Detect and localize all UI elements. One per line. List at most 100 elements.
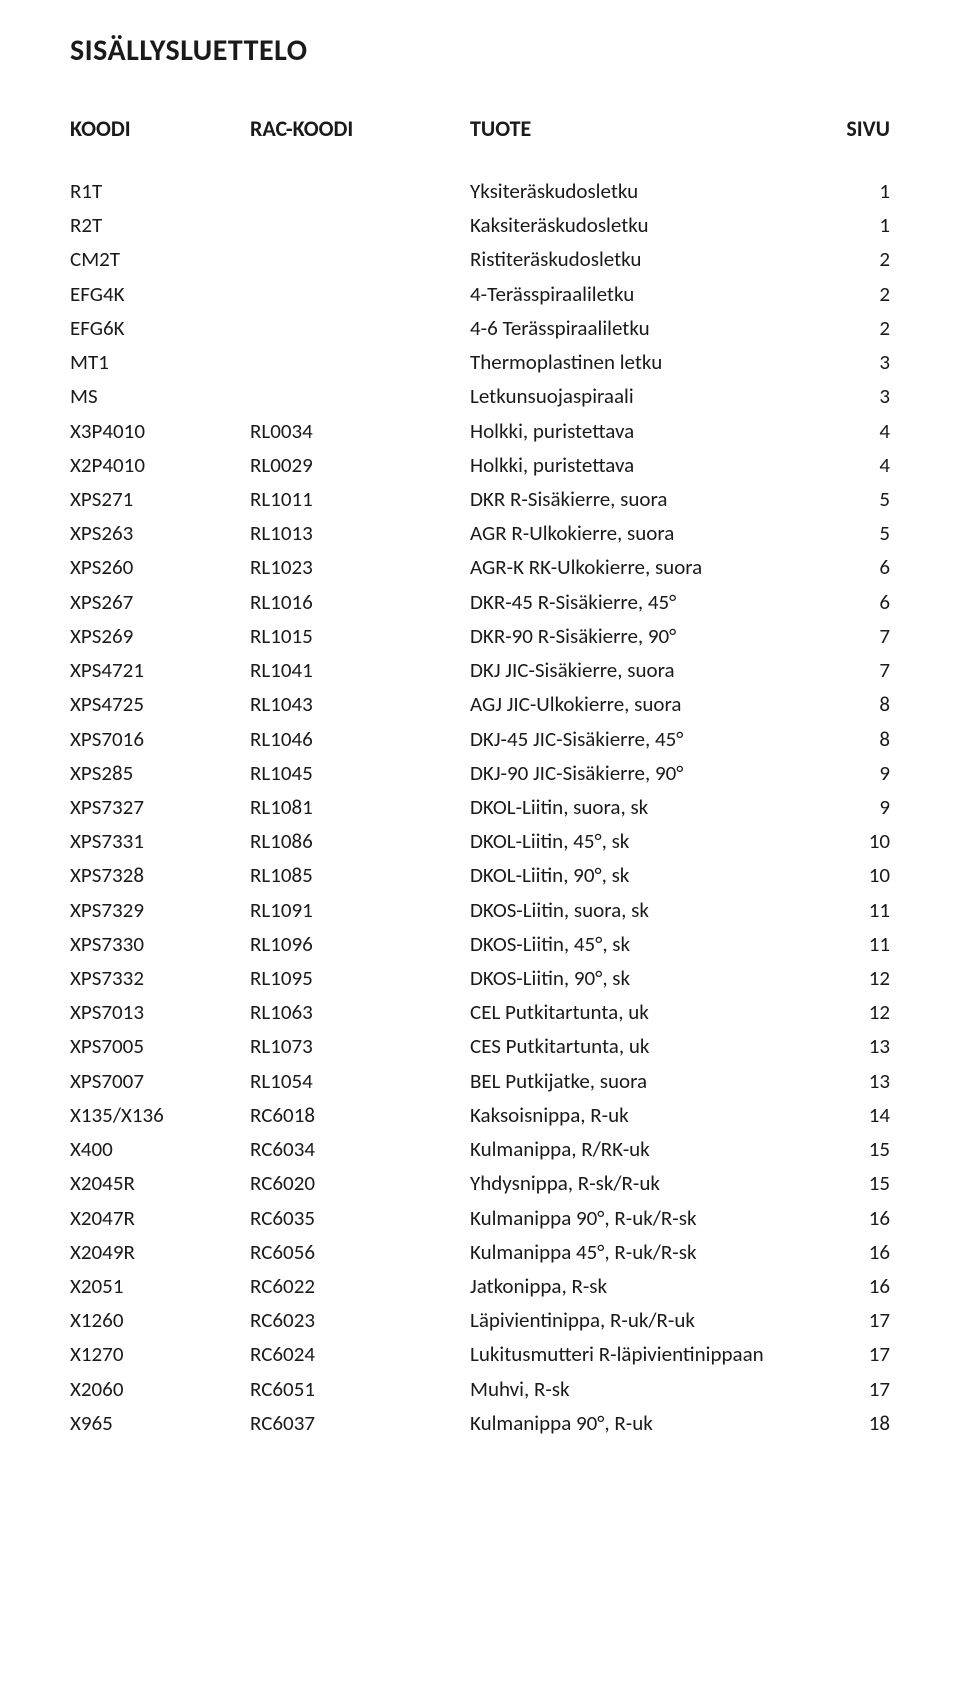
cell-tuote: Kulmanippa 90°, R-uk/R-sk — [470, 1201, 780, 1235]
cell-tuote: DKOS-Liitin, 90°, sk — [470, 961, 780, 995]
table-row: X2P4010RL0029Holkki, puristettava4 — [70, 448, 890, 482]
cell-sivu: 17 — [780, 1372, 890, 1406]
table-header: KOODI RAC-KOODI TUOTE SIVU — [70, 115, 890, 142]
cell-koodi: XPS7013 — [70, 995, 250, 1029]
table-row: R2TKaksiteräskudosletku1 — [70, 208, 890, 242]
cell-sivu: 8 — [780, 687, 890, 721]
cell-sivu: 7 — [780, 619, 890, 653]
cell-rac: RL1023 — [250, 550, 470, 584]
table-row: R1T Yksiteräskudosletku1 — [70, 174, 890, 208]
cell-sivu: 13 — [780, 1064, 890, 1098]
cell-rac: RC6056 — [250, 1235, 470, 1269]
cell-tuote: AGJ JIC-Ulkokierre, suora — [470, 687, 780, 721]
cell-tuote: Kulmanippa 90°, R-uk — [470, 1406, 780, 1440]
cell-sivu: 3 — [780, 345, 890, 379]
cell-koodi: XPS7328 — [70, 858, 250, 892]
cell-sivu: 11 — [780, 927, 890, 961]
cell-rac: RL1043 — [250, 687, 470, 721]
cell-tuote: CES Putkitartunta, uk — [470, 1029, 780, 1063]
cell-sivu: 11 — [780, 893, 890, 927]
cell-sivu: 16 — [780, 1269, 890, 1303]
cell-sivu: 10 — [780, 824, 890, 858]
table-row: XPS260RL1023AGR-K RK-Ulkokierre, suora6 — [70, 550, 890, 584]
cell-rac: RL1091 — [250, 893, 470, 927]
cell-koodi: MT1 — [70, 345, 250, 379]
cell-tuote: Yksiteräskudosletku — [470, 174, 780, 208]
cell-tuote: BEL Putkijatke, suora — [470, 1064, 780, 1098]
cell-koodi: X400 — [70, 1132, 250, 1166]
cell-rac: RL1081 — [250, 790, 470, 824]
cell-koodi: X965 — [70, 1406, 250, 1440]
cell-tuote: Thermoplastinen letku — [470, 345, 780, 379]
cell-sivu: 16 — [780, 1201, 890, 1235]
cell-sivu: 7 — [780, 653, 890, 687]
table-row: X2051RC6022Jatkonippa, R-sk16 — [70, 1269, 890, 1303]
cell-rac: RL1095 — [250, 961, 470, 995]
cell-sivu: 18 — [780, 1406, 890, 1440]
cell-sivu: 2 — [780, 277, 890, 311]
cell-tuote: DKR-90 R-Sisäkierre, 90° — [470, 619, 780, 653]
table-row: X2049RRC6056Kulmanippa 45°, R-uk/R-sk16 — [70, 1235, 890, 1269]
cell-koodi: MS — [70, 379, 250, 413]
table-row: XPS7329RL1091DKOS-Liitin, suora, sk11 — [70, 893, 890, 927]
cell-rac: RL1054 — [250, 1064, 470, 1098]
cell-koodi: R1T — [70, 174, 250, 208]
table-row: MT1 Thermoplastinen letku3 — [70, 345, 890, 379]
cell-koodi: XPS4721 — [70, 653, 250, 687]
cell-tuote: AGR-K RK-Ulkokierre, suora — [470, 550, 780, 584]
cell-sivu: 10 — [780, 858, 890, 892]
cell-tuote: DKJ-90 JIC-Sisäkierre, 90° — [470, 756, 780, 790]
table-row: X1260RC6023Läpivientinippa, R-uk/R-uk17 — [70, 1303, 890, 1337]
cell-sivu: 12 — [780, 961, 890, 995]
cell-tuote: 4-6 Terässpiraaliletku — [470, 311, 780, 345]
cell-rac: RC6018 — [250, 1098, 470, 1132]
cell-koodi: XPS285 — [70, 756, 250, 790]
table-row: EFG4K4-Terässpiraaliletku2 — [70, 277, 890, 311]
cell-koodi: XPS7005 — [70, 1029, 250, 1063]
cell-rac: RL1041 — [250, 653, 470, 687]
cell-koodi: XPS4725 — [70, 687, 250, 721]
table-row: XPS4725RL1043AGJ JIC-Ulkokierre, suora8 — [70, 687, 890, 721]
cell-tuote: Kaksoisnippa, R-uk — [470, 1098, 780, 1132]
cell-rac: RL1046 — [250, 722, 470, 756]
header-koodi: KOODI — [70, 115, 250, 142]
cell-sivu: 1 — [780, 174, 890, 208]
cell-tuote: Holkki, puristettava — [470, 448, 780, 482]
cell-sivu: 9 — [780, 756, 890, 790]
cell-koodi: X2049R — [70, 1235, 250, 1269]
table-row: XPS4721RL1041DKJ JIC-Sisäkierre, suora7 — [70, 653, 890, 687]
toc-table: R1T Yksiteräskudosletku1R2TKaksiteräskudo… — [70, 174, 890, 1440]
cell-koodi: X2045R — [70, 1166, 250, 1200]
table-row: XPS7016RL1046DKJ-45 JIC-Sisäkierre, 45°8 — [70, 722, 890, 756]
cell-rac: RL0034 — [250, 414, 470, 448]
cell-tuote: Yhdysnippa, R-sk/R-uk — [470, 1166, 780, 1200]
table-row: XPS7013RL1063CEL Putkitartunta, uk12 — [70, 995, 890, 1029]
cell-tuote: DKOL-Liitin, 45°, sk — [470, 824, 780, 858]
cell-tuote: Letkunsuojaspiraali — [470, 379, 780, 413]
cell-tuote: Kaksiteräskudosletku — [470, 208, 780, 242]
cell-sivu: 2 — [780, 242, 890, 276]
cell-tuote: DKJ JIC-Sisäkierre, suora — [470, 653, 780, 687]
cell-sivu: 6 — [780, 585, 890, 619]
cell-rac: RL1016 — [250, 585, 470, 619]
cell-koodi: XPS260 — [70, 550, 250, 584]
cell-sivu: 15 — [780, 1166, 890, 1200]
cell-rac — [250, 242, 470, 276]
cell-rac: RL1096 — [250, 927, 470, 961]
cell-tuote: DKR R-Sisäkierre, suora — [470, 482, 780, 516]
cell-sivu: 8 — [780, 722, 890, 756]
cell-tuote: DKJ-45 JIC-Sisäkierre, 45° — [470, 722, 780, 756]
cell-sivu: 3 — [780, 379, 890, 413]
table-row: X2060RC6051Muhvi, R-sk17 — [70, 1372, 890, 1406]
cell-sivu: 17 — [780, 1337, 890, 1371]
table-row: XPS271RL1011DKR R-Sisäkierre, suora5 — [70, 482, 890, 516]
cell-sivu: 16 — [780, 1235, 890, 1269]
cell-tuote: Kulmanippa 45°, R-uk/R-sk — [470, 1235, 780, 1269]
cell-rac: RL1013 — [250, 516, 470, 550]
table-row: MS Letkunsuojaspiraali3 — [70, 379, 890, 413]
cell-koodi: X3P4010 — [70, 414, 250, 448]
cell-koodi: X2P4010 — [70, 448, 250, 482]
cell-tuote: 4-Terässpiraaliletku — [470, 277, 780, 311]
header-tuote: TUOTE — [470, 115, 780, 142]
cell-koodi: XPS267 — [70, 585, 250, 619]
